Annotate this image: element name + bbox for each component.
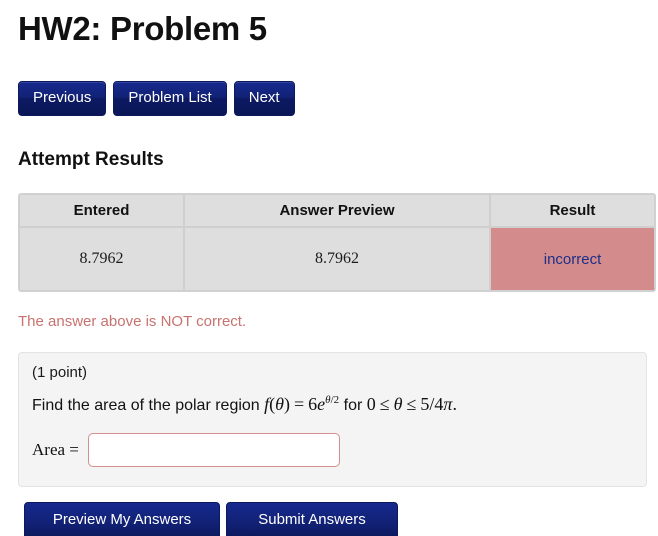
domain-le-1: ≤ (379, 394, 390, 414)
domain-upper-pi: π (443, 394, 453, 414)
equation-fn-name: f (264, 394, 270, 414)
question-period: . (452, 394, 457, 414)
cell-entered-value: 8.7962 (19, 227, 184, 291)
answer-entry-row: Area = (32, 433, 340, 467)
problem-list-button[interactable]: Problem List (113, 81, 227, 116)
problem-page: HW2: Problem 5 Previous Problem List Nex… (18, 10, 656, 536)
submit-answers-button[interactable]: Submit Answers (226, 502, 398, 536)
domain-upper-slash: / (429, 394, 435, 414)
previous-button[interactable]: Previous (18, 81, 107, 116)
feedback-message: The answer above is NOT correct. (18, 313, 247, 330)
area-answer-input[interactable] (87, 433, 340, 467)
attempt-results-heading: Attempt Results (18, 149, 164, 170)
domain-lower: 0 (366, 394, 376, 414)
question-middle: for (343, 397, 363, 414)
preview-my-answers-button[interactable]: Preview My Answers (24, 502, 220, 536)
cell-answer-preview: 8.7962 (184, 227, 490, 291)
polar-function-equation: f(θ) = 6eθ/2 (264, 394, 343, 414)
domain-le-2: ≤ (406, 394, 417, 414)
next-button[interactable]: Next (233, 81, 295, 116)
domain-variable: θ (393, 394, 403, 414)
equation-base: e (317, 394, 326, 414)
problem-nav-bar: Previous Problem List Next (18, 81, 295, 116)
domain-upper-numerator: 5 (420, 394, 430, 414)
equation-fn-open: ( (269, 394, 276, 414)
table-row: 8.7962 8.7962 incorrect (19, 227, 655, 291)
equation-exponent: θ/2 (325, 394, 339, 406)
domain-upper-denominator: 4 (434, 394, 444, 414)
exponent-denominator: 2 (333, 394, 340, 406)
exponent-slash: / (330, 394, 334, 406)
equation-fn-close: ) (284, 394, 291, 414)
column-header-entered: Entered (19, 194, 184, 227)
answer-field-label: Area = (32, 440, 79, 459)
column-header-result: Result (490, 194, 655, 227)
question-text: Find the area of the polar region f(θ) = 6… (32, 388, 457, 418)
answer-action-bar: Preview My Answers Submit Answers (24, 502, 398, 536)
status-badge: incorrect (490, 227, 655, 291)
question-prefix: Find the area of the polar region (32, 397, 260, 414)
problem-statement-box: (1 point) Find the area of the polar reg… (18, 352, 647, 487)
point-value-label: (1 point) (32, 364, 88, 381)
table-header-row: Entered Answer Preview Result (19, 194, 655, 227)
exponent-var: θ (325, 394, 331, 406)
column-header-answer-preview: Answer Preview (184, 194, 490, 227)
attempt-results-table: Entered Answer Preview Result 8.7962 8.7… (18, 193, 656, 292)
page-title: HW2: Problem 5 (18, 10, 267, 47)
equation-coefficient: 6 (308, 394, 318, 414)
domain-inequality: 0 ≤ θ ≤5/4π. (367, 394, 457, 414)
equation-equals: = (294, 394, 305, 414)
equation-fn-var: θ (275, 394, 285, 414)
